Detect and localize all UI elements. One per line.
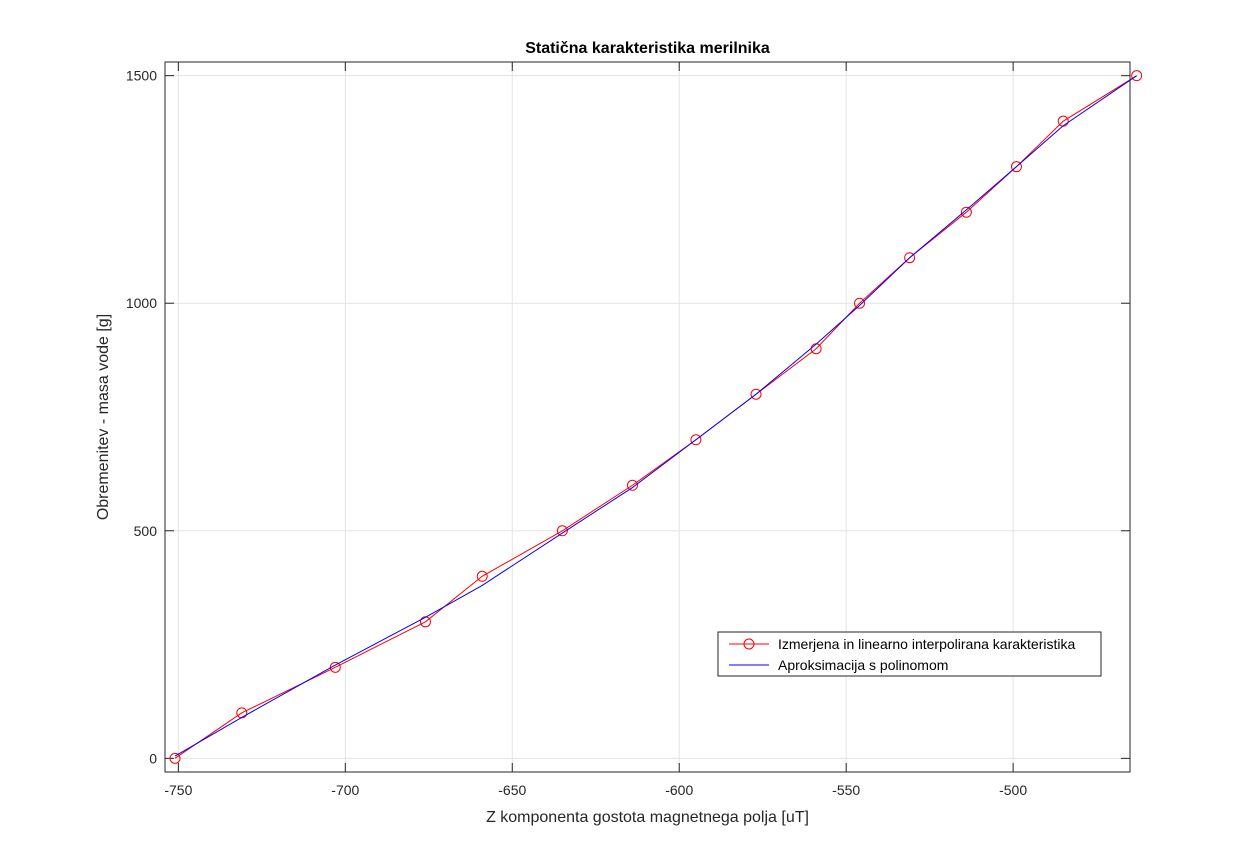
x-tick-label: -700 [331,782,359,798]
data-point [904,252,916,264]
data-point [1010,161,1022,173]
legend-marker [743,638,755,650]
legend-label: Izmerjena in linearno interpolirana kara… [778,636,1075,652]
y-tick-label: 1500 [126,68,157,84]
data-point [626,479,638,491]
data-point [960,206,972,218]
y-tick-label: 0 [149,750,157,766]
legend-box [717,631,1102,677]
x-tick-label: -550 [832,782,860,798]
chart-title: Statična karakteristika merilnika [525,40,770,57]
series-line [174,75,1137,757]
data-point [556,525,568,537]
y-axis-label: Obremenitev - masa vode [g] [95,314,112,520]
y-tick-label: 500 [134,523,158,539]
plot-area [164,61,1131,773]
data-point [476,570,488,582]
data-point [690,434,702,446]
x-axis-label: Z komponenta gostota magnetnega polja [u… [486,809,809,826]
grid [165,62,1130,772]
data-point [169,752,181,764]
data-point [1131,70,1143,82]
y-tick-label: 1000 [126,295,157,311]
legend-label: Aproksimacija s polinomom [778,657,948,673]
data-point [750,388,762,400]
x-tick-label: -650 [498,782,526,798]
x-tick-label: -750 [164,782,192,798]
data-point [854,297,866,309]
series-2 [174,75,1137,757]
series-layer [169,70,1143,764]
legend: Izmerjena in linearno interpolirana kara… [717,631,1102,677]
x-tick-label: -600 [665,782,693,798]
ticks: -750 -700 -650 -600 -550 -500 0 500 1000 1500 [126,62,1130,798]
x-tick-label: -500 [999,782,1027,798]
